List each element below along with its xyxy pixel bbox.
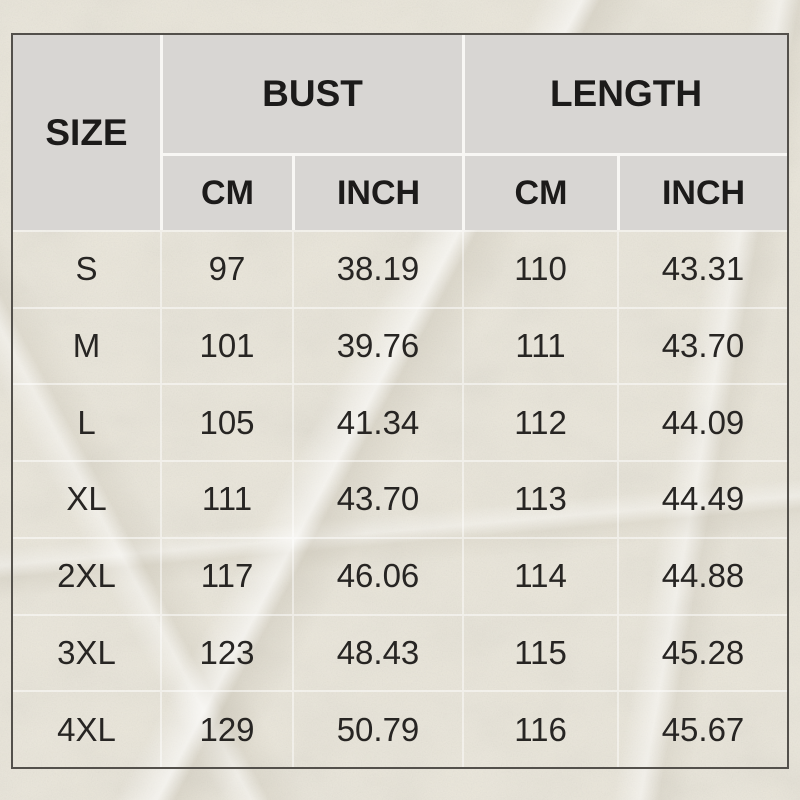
size-cell: 2XL — [13, 536, 160, 614]
size-cell: L — [13, 383, 160, 460]
length-inch-cell: 44.49 — [617, 460, 787, 537]
bust-inch-cell: 46.06 — [292, 536, 462, 614]
bust-cm-cell: 129 — [160, 690, 292, 767]
size-cell: M — [13, 306, 160, 384]
header-bust-cm: CM — [160, 153, 292, 230]
bust-cm-cell: 111 — [160, 460, 292, 537]
header-size: SIZE — [13, 35, 160, 230]
size-cell: XL — [13, 460, 160, 537]
size-chart-table: SIZE BUST LENGTH CM INCH CM INCH S 97 38… — [11, 33, 789, 769]
length-inch-cell: 45.67 — [617, 690, 787, 767]
length-cm-cell: 112 — [462, 383, 617, 461]
length-cm-cell: 114 — [462, 536, 617, 614]
size-cell: S — [13, 230, 160, 307]
length-inch-cell: 43.70 — [617, 306, 787, 384]
bust-cm-cell: 123 — [160, 613, 292, 691]
header-bust-inch: INCH — [292, 153, 462, 230]
bust-cm-cell: 97 — [160, 230, 292, 307]
bust-inch-cell: 43.70 — [292, 460, 462, 537]
size-cell: 3XL — [13, 613, 160, 691]
header-length: LENGTH — [462, 35, 787, 153]
bust-cm-cell: 105 — [160, 383, 292, 461]
bust-inch-cell: 39.76 — [292, 306, 462, 384]
length-cm-cell: 111 — [462, 306, 617, 384]
bust-inch-cell: 41.34 — [292, 383, 462, 461]
header-length-inch: INCH — [617, 153, 787, 230]
length-cm-cell: 116 — [462, 690, 617, 767]
header-length-cm: CM — [462, 153, 617, 230]
size-cell: 4XL — [13, 690, 160, 767]
length-inch-cell: 44.09 — [617, 383, 787, 461]
length-inch-cell: 43.31 — [617, 230, 787, 307]
bust-inch-cell: 48.43 — [292, 613, 462, 691]
bust-inch-cell: 50.79 — [292, 690, 462, 767]
bust-cm-cell: 101 — [160, 306, 292, 384]
length-cm-cell: 110 — [462, 230, 617, 307]
bust-inch-cell: 38.19 — [292, 230, 462, 307]
length-cm-cell: 115 — [462, 613, 617, 691]
length-inch-cell: 44.88 — [617, 536, 787, 614]
bust-cm-cell: 117 — [160, 536, 292, 614]
length-cm-cell: 113 — [462, 460, 617, 537]
header-bust: BUST — [160, 35, 462, 153]
length-inch-cell: 45.28 — [617, 613, 787, 691]
